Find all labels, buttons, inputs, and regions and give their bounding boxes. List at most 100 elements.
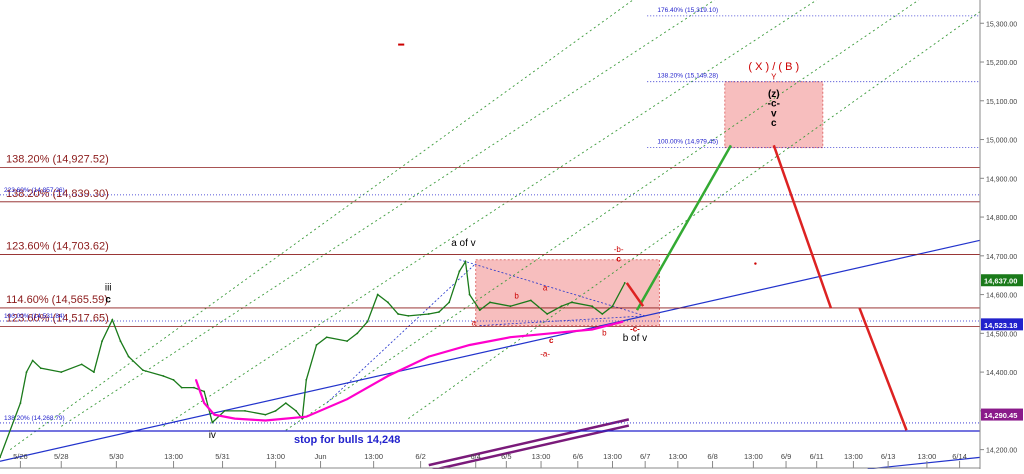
annotation-11: -a- — [540, 350, 550, 359]
series-0-point-46 — [546, 313, 549, 315]
series-0-point-15 — [180, 386, 183, 389]
series-1-point-5 — [305, 415, 308, 418]
level-label-8: 176.40% (15,319.10) — [657, 7, 718, 14]
level-label-0: 138.20% (14,927.52) — [6, 154, 109, 166]
purple-band-1 — [428, 418, 630, 467]
y-tick-label-10: 15,200.00 — [986, 60, 1017, 67]
level-label-6: 100.00% (14,531.84) — [4, 313, 65, 320]
y-tick-label-8: 15,000.00 — [986, 138, 1017, 145]
bull-projection — [635, 144, 733, 311]
annotation-5: -b- — [614, 245, 624, 254]
series-0-point-36 — [427, 313, 430, 315]
annotation-6: c — [616, 255, 621, 264]
x-tick-label-19: 6/11 — [810, 452, 824, 461]
series-0-point-1 — [19, 402, 22, 405]
x-tick-label-0: 5/26 — [13, 452, 28, 461]
x-tick-label-22: 13:00 — [918, 452, 937, 461]
series-0-point-2 — [25, 371, 28, 373]
series-0-point-29 — [346, 340, 348, 342]
channel-line-3 — [285, 0, 920, 431]
red-projection-3 — [858, 307, 908, 431]
annotation-12: b — [602, 328, 607, 337]
series-0-point-19 — [223, 409, 226, 412]
series-1-point-12 — [591, 328, 593, 331]
series-1-point-3 — [233, 417, 236, 420]
y-tick-label-2: 14,400.00 — [986, 370, 1017, 377]
series-1-point-0 — [195, 378, 197, 381]
x-tick-label-1: 5/28 — [54, 452, 69, 461]
y-tick-label-7: 14,900.00 — [986, 176, 1017, 183]
annotation-15: Y — [771, 72, 777, 81]
x-tick-label-12: 6/6 — [573, 452, 583, 461]
channel-line-0 — [9, 0, 634, 450]
channel-line-1 — [61, 0, 715, 427]
series-0-point-38 — [448, 301, 451, 304]
price-badge-1 — [981, 318, 1023, 331]
series-0-point-40 — [464, 260, 467, 263]
series-1-point-7 — [387, 375, 389, 377]
series-1-point-13 — [621, 320, 624, 323]
price-badge-2 — [981, 408, 1023, 421]
y-tick-label-4: 14,600.00 — [986, 293, 1017, 300]
y-tick-label-11: 15,300.00 — [986, 21, 1017, 28]
series-0-point-45 — [529, 299, 532, 302]
y-tick-label-5: 14,700.00 — [986, 254, 1017, 261]
series-0-point-41 — [468, 293, 471, 296]
red-projection-2 — [772, 144, 833, 309]
x-tick-label-23: 6/14 — [952, 452, 967, 461]
series-0-point-11 — [127, 355, 130, 358]
series-0-point-17 — [203, 390, 206, 393]
series-0-point-37 — [438, 311, 440, 313]
series-0-point-30 — [356, 332, 359, 335]
series-0-point-16 — [193, 386, 195, 389]
channel-line-2 — [163, 0, 817, 427]
target-zone — [724, 81, 824, 149]
series-0-point-3 — [31, 359, 34, 362]
x-tick-label-8: 6/2 — [415, 452, 425, 461]
series-1-point-11 — [550, 332, 553, 335]
series-0-point-33 — [387, 301, 389, 304]
x-tick-label-21: 6/13 — [881, 452, 896, 461]
series-0-point-8 — [101, 340, 103, 342]
series-0-point-24 — [295, 409, 297, 412]
y-tick-label-3: 14,500.00 — [986, 331, 1017, 338]
price-badge-0 — [981, 274, 1023, 287]
annotation-8: b — [514, 291, 519, 300]
annotation-7: a — [543, 284, 548, 293]
annotation-13: -c- — [630, 324, 640, 333]
level-label-5: 223.60% (14,857.26) — [4, 187, 65, 194]
level-label-1: 138.20% (14,839.30) — [6, 188, 109, 200]
series-0-point-50 — [601, 313, 604, 315]
channel-line-4 — [408, 11, 981, 419]
x-tick-label-15: 13:00 — [668, 452, 687, 461]
annotation-4: b of v — [623, 333, 647, 344]
y-tick-label-9: 15,100.00 — [986, 99, 1017, 106]
series-0-point-48 — [570, 301, 573, 304]
x-tick-label-17: 13:00 — [744, 452, 763, 461]
annotation-14: ( X ) / ( B ) — [748, 61, 799, 73]
x-tick-label-6: Jun — [314, 452, 326, 461]
series-0-point-49 — [591, 305, 593, 308]
annotation-1: iii — [105, 283, 112, 294]
x-tick-label-20: 13:00 — [844, 452, 863, 461]
series-0-point-5 — [60, 371, 63, 373]
series-0-point-51 — [611, 305, 614, 308]
series-1-point-1 — [203, 402, 206, 405]
annotation-2: c — [105, 294, 111, 305]
series-0-point-20 — [244, 409, 246, 412]
annotation-17: -c- — [768, 99, 780, 110]
level-label-3: 114.60% (14,565.59) — [6, 294, 108, 306]
triangle-top — [459, 259, 646, 317]
level-label-9: 138.20% (15,149.28) — [657, 73, 718, 80]
purple-band-2 — [428, 424, 630, 473]
series-1-point-9 — [468, 344, 471, 346]
series-0-point-47 — [560, 305, 563, 308]
series-0-point-6 — [80, 363, 83, 366]
x-tick-label-13: 13:00 — [603, 452, 622, 461]
annotation-9: a — [471, 319, 476, 328]
price-badge-label-1: 14,523.18 — [984, 321, 1017, 330]
series-0-point-21 — [264, 413, 267, 416]
series-1-point-10 — [509, 336, 512, 339]
series-0-point-23 — [284, 402, 287, 405]
